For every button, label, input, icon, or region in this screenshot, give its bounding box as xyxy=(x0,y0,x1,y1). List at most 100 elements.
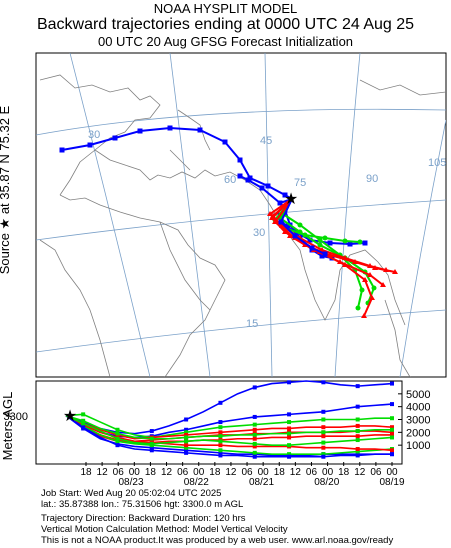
map-trajectory-point xyxy=(282,192,288,198)
map-panel: 30 45 60 75 90 105 30 15 ★ xyxy=(35,52,447,378)
map-trajectory-point xyxy=(245,177,251,183)
height-point xyxy=(287,380,292,385)
map-trajectory-point xyxy=(347,241,353,247)
map-trajectory-point xyxy=(307,237,313,243)
map-trajectory-point xyxy=(287,233,293,238)
x-tick-label: 06 xyxy=(241,467,253,478)
height-point xyxy=(287,452,292,457)
map-trajectory-point xyxy=(237,157,243,163)
map-trajectory-point xyxy=(277,200,283,206)
height-point xyxy=(287,435,292,440)
height-point xyxy=(115,443,120,448)
map-trajectory-point xyxy=(359,287,365,293)
height-point xyxy=(115,431,120,436)
map-trajectory-point xyxy=(270,213,276,218)
height-point xyxy=(390,435,394,440)
grid-label-15: 15 xyxy=(246,318,258,330)
height-point xyxy=(390,402,394,407)
height-point xyxy=(218,434,223,439)
height-point xyxy=(81,421,86,426)
height-series-line xyxy=(65,414,392,440)
start-star-icon: ★ xyxy=(63,408,77,425)
x-tick-label: 06 xyxy=(177,467,189,478)
map-trajectory-point xyxy=(137,128,143,134)
height-point xyxy=(355,429,360,434)
height-point xyxy=(355,453,360,458)
map-trajectory-point xyxy=(369,295,375,300)
map-trajectory-point xyxy=(317,242,323,248)
height-point xyxy=(149,448,154,453)
date-label: 08/21 xyxy=(249,477,274,488)
height-point xyxy=(355,404,360,409)
height-point xyxy=(184,427,189,432)
height-point xyxy=(321,440,326,445)
map-trajectory-point xyxy=(371,285,377,291)
x-tick-label: 06 xyxy=(306,467,318,478)
map-trajectory-point xyxy=(362,277,368,282)
map-trajectory-point xyxy=(322,251,328,257)
vertical-motion-info: Vertical Motion Calculation Method: Mode… xyxy=(41,524,288,535)
disclaimer-info: This is not a NOAA product.It was produc… xyxy=(41,535,394,546)
height-point xyxy=(252,454,257,459)
height-point xyxy=(184,435,189,440)
map-trajectory-point xyxy=(278,219,284,225)
height-point xyxy=(321,445,326,450)
height-point xyxy=(355,384,360,389)
height-point xyxy=(218,425,223,430)
height-point xyxy=(321,434,326,439)
map-trajectory-point xyxy=(362,240,368,246)
y-tick-label: 1000 xyxy=(406,440,430,452)
height-point xyxy=(321,430,326,435)
graticule xyxy=(36,53,446,377)
map-trajectory-point xyxy=(342,238,348,244)
date-label: 08/23 xyxy=(118,477,143,488)
height-series-line xyxy=(65,414,393,452)
map-trajectory-point xyxy=(342,255,348,260)
map-trajectory-point xyxy=(197,127,203,133)
height-point xyxy=(355,434,360,439)
map-trajectory-point xyxy=(237,173,243,179)
height-series-line xyxy=(65,414,393,440)
height-point xyxy=(287,431,292,436)
height-point xyxy=(287,454,292,459)
map-trajectory-point xyxy=(355,305,361,311)
grid-label-30: 30 xyxy=(88,129,100,141)
coordinates-info: lat.: 35.87388 lon.: 75.31506 hgt: 3300.… xyxy=(41,499,244,510)
height-point xyxy=(252,444,257,449)
map-trajectories xyxy=(59,125,398,318)
x-tick-label: 18 xyxy=(80,467,92,478)
height-point xyxy=(218,453,223,458)
x-tick-label: 06 xyxy=(370,467,382,478)
height-point xyxy=(321,380,326,385)
map-trajectory-point xyxy=(357,239,363,245)
map-trajectory-line xyxy=(61,126,293,200)
grid-label-105: 105 xyxy=(428,157,446,169)
map-trajectory-point xyxy=(112,135,118,141)
map-trajectory-point xyxy=(322,235,328,241)
map-trajectory-point xyxy=(297,222,303,228)
x-tick-label: 18 xyxy=(274,467,286,478)
height-point xyxy=(184,443,189,448)
height-point xyxy=(252,414,257,419)
coastlines xyxy=(39,74,446,377)
height-point xyxy=(287,426,292,431)
map-trajectory-point xyxy=(87,142,93,148)
map-trajectory-point xyxy=(272,219,278,224)
map-trajectory-point xyxy=(317,237,323,243)
height-point xyxy=(390,425,394,430)
x-tick-label: 18 xyxy=(338,467,350,478)
map-trajectory-point xyxy=(380,282,386,287)
height-point xyxy=(149,429,154,434)
grid-label-30b: 30 xyxy=(253,227,265,239)
height-point xyxy=(355,423,360,428)
x-tick-label: 06 xyxy=(113,467,125,478)
height-point xyxy=(252,427,257,432)
map-trajectory-point xyxy=(361,313,367,318)
grid-label-90: 90 xyxy=(366,173,378,185)
height-series-line xyxy=(65,414,393,455)
forecast-subtitle: 00 UTC 20 Aug GFSG Forecast Initializati… xyxy=(97,34,354,49)
height-point xyxy=(287,443,292,448)
trajectory-title: Backward trajectories ending at 0000 UTC… xyxy=(36,16,415,33)
